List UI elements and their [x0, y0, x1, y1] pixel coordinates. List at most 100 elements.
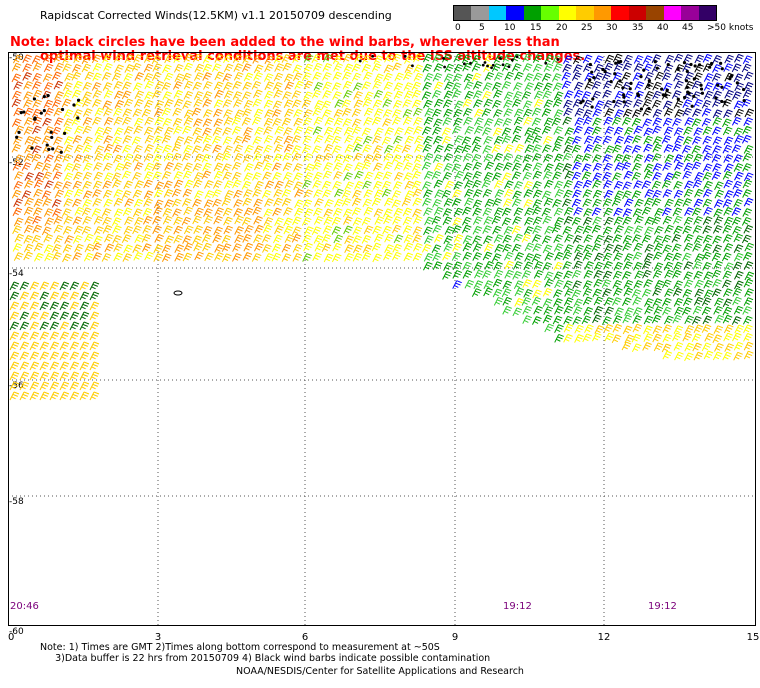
- wind-barb: [734, 280, 744, 290]
- wind-barb: [101, 72, 112, 81]
- wind-barb: [603, 116, 614, 126]
- wind-barb: [233, 152, 244, 162]
- wind-barb: [674, 135, 685, 145]
- wind-barb: [113, 208, 124, 218]
- wind-barb: [184, 179, 194, 189]
- wind-barb: [213, 162, 224, 172]
- qc-circle: [655, 66, 659, 70]
- wind-barb: [102, 152, 113, 162]
- wind-barb: [362, 244, 373, 254]
- wind-barb: [612, 172, 622, 182]
- qc-circle: [15, 135, 19, 139]
- wind-barb: [82, 216, 92, 225]
- qc-circle: [720, 67, 724, 71]
- wind-barb: [623, 54, 633, 64]
- wind-barb: [204, 180, 214, 189]
- wind-barb: [593, 278, 603, 288]
- wind-barb: [664, 172, 674, 182]
- wind-barb: [383, 144, 394, 154]
- wind-barb: [344, 181, 355, 191]
- legend-label: 30: [606, 23, 618, 33]
- wind-barb: [622, 99, 633, 109]
- qc-circle: [660, 87, 664, 91]
- wind-barb: [173, 171, 184, 180]
- wind-barb: [571, 171, 582, 181]
- wind-barb: [652, 136, 663, 145]
- qc-circle: [690, 104, 694, 108]
- wind-barb: [683, 261, 694, 270]
- wind-barb: [351, 63, 362, 73]
- wind-barb: [111, 217, 122, 226]
- wind-barb: [572, 189, 582, 199]
- wind-barb: [334, 198, 344, 208]
- wind-barb: [213, 118, 224, 128]
- wind-barb: [703, 152, 713, 162]
- wind-barb: [9, 371, 20, 381]
- wind-barb: [9, 351, 20, 361]
- wind-barb: [192, 215, 202, 225]
- wind-barb: [541, 73, 552, 82]
- wind-barb: [544, 323, 554, 333]
- wind-barb: [582, 296, 593, 306]
- wind-barb: [583, 135, 594, 145]
- wind-barb: [32, 207, 43, 216]
- wind-barb: [144, 80, 154, 90]
- wind-barb: [634, 81, 645, 90]
- wind-barb: [193, 98, 203, 108]
- wind-barb: [611, 116, 622, 126]
- wind-barb: [473, 280, 484, 289]
- wind-barb: [433, 135, 443, 145]
- wind-barb: [691, 145, 702, 154]
- wind-barb: [233, 189, 243, 199]
- wind-barb: [153, 145, 164, 154]
- wind-barb: [11, 73, 22, 83]
- wind-barb: [243, 127, 253, 136]
- wind-barb: [631, 343, 642, 353]
- wind-barb: [143, 153, 154, 162]
- wind-barb: [293, 163, 303, 172]
- wind-barb: [404, 126, 414, 136]
- wind-barb: [472, 179, 482, 189]
- wind-barb: [144, 144, 154, 153]
- wind-barb: [322, 63, 333, 72]
- wind-barb: [322, 152, 333, 162]
- wind-barb: [621, 154, 632, 163]
- wind-barb: [192, 81, 203, 91]
- wind-barb: [31, 234, 42, 244]
- wind-barb: [524, 127, 534, 137]
- wind-barb: [622, 242, 632, 252]
- wind-barb: [264, 180, 275, 190]
- wind-barb: [113, 116, 124, 126]
- wind-barb: [361, 81, 372, 91]
- wind-barb: [532, 279, 542, 289]
- wind-barb: [604, 145, 615, 155]
- wind-barb: [254, 126, 264, 136]
- wind-barb: [392, 99, 403, 109]
- wind-barb: [543, 271, 554, 281]
- wind-barb: [442, 251, 452, 261]
- wind-barb: [531, 253, 542, 263]
- wind-barb: [42, 198, 52, 207]
- wind-barb: [152, 225, 162, 235]
- wind-barb: [681, 252, 692, 262]
- wind-barb: [502, 296, 513, 306]
- wind-barb: [483, 153, 494, 163]
- wind-barb: [662, 117, 673, 127]
- wind-barb: [173, 216, 183, 226]
- wind-barb: [643, 135, 653, 145]
- wind-barb: [272, 172, 282, 181]
- wind-barb: [563, 244, 574, 253]
- wind-barb: [474, 108, 484, 118]
- wind-barb: [132, 189, 143, 199]
- wind-barb: [283, 73, 294, 83]
- wind-barb: [284, 81, 295, 91]
- wind-barb: [372, 253, 382, 263]
- wind-barb: [281, 54, 292, 63]
- wind-barb: [332, 55, 343, 64]
- wind-barb: [222, 136, 233, 146]
- wind-barb: [714, 314, 725, 324]
- wind-barb: [231, 116, 242, 126]
- wind-barb: [683, 216, 694, 226]
- qc-circle: [699, 87, 704, 91]
- wind-barb: [673, 100, 684, 109]
